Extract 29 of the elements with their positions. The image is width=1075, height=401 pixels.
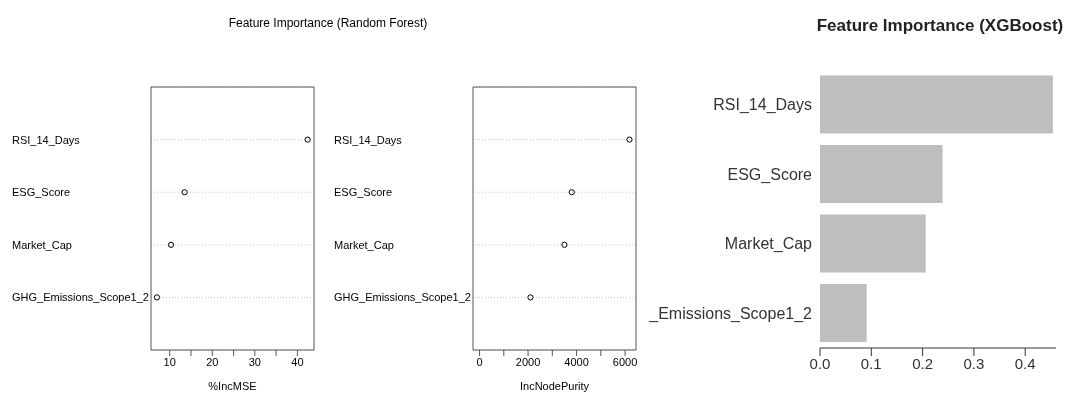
y-tick-label: Market_Cap bbox=[724, 235, 813, 254]
y-tick-label: GHG_Emissions_Scope1_2 bbox=[334, 291, 471, 304]
y-tick-label: ESG_Score bbox=[727, 165, 813, 184]
y-tick-label: Market_Cap bbox=[334, 238, 394, 251]
y-tick-label: _Emissions_Scope1_2 bbox=[648, 304, 813, 323]
y-tick-label: ESG_Score bbox=[334, 186, 393, 199]
x-tick-label: 2000 bbox=[515, 355, 541, 368]
x-tick-label: 0.4 bbox=[1014, 354, 1036, 372]
y-tick-label: RSI_14_Days bbox=[713, 96, 812, 115]
x-tick-label: 0 bbox=[476, 355, 483, 368]
y-tick-label: Market_Cap bbox=[12, 238, 72, 251]
x-axis-title: %IncMSE bbox=[208, 380, 257, 392]
x-tick-label: 0.3 bbox=[963, 354, 985, 372]
y-tick-label: RSI_14_Days bbox=[334, 133, 403, 146]
y-tick-label: GHG_Emissions_Scope1_2 bbox=[12, 291, 149, 304]
chart-title: Feature Importance (XGBoost) bbox=[815, 16, 1065, 36]
x-tick-label: 20 bbox=[206, 355, 219, 368]
y-tick-label: ESG_Score bbox=[12, 186, 71, 199]
x-tick-label: 30 bbox=[248, 355, 261, 368]
y-tick-label: RSI_14_Days bbox=[12, 133, 81, 146]
x-tick-label: 0.0 bbox=[809, 354, 831, 372]
x-tick-label: 10 bbox=[163, 355, 176, 368]
x-axis-title: IncNodePurity bbox=[519, 380, 590, 392]
x-tick-label: 0.2 bbox=[912, 354, 934, 372]
x-tick-label: 6000 bbox=[612, 355, 638, 368]
x-tick-label: 0.1 bbox=[860, 354, 882, 372]
chart-title: Feature Importance (Random Forest) bbox=[227, 16, 429, 30]
x-tick-label: 40 bbox=[291, 355, 304, 368]
x-tick-label: 4000 bbox=[564, 355, 589, 368]
